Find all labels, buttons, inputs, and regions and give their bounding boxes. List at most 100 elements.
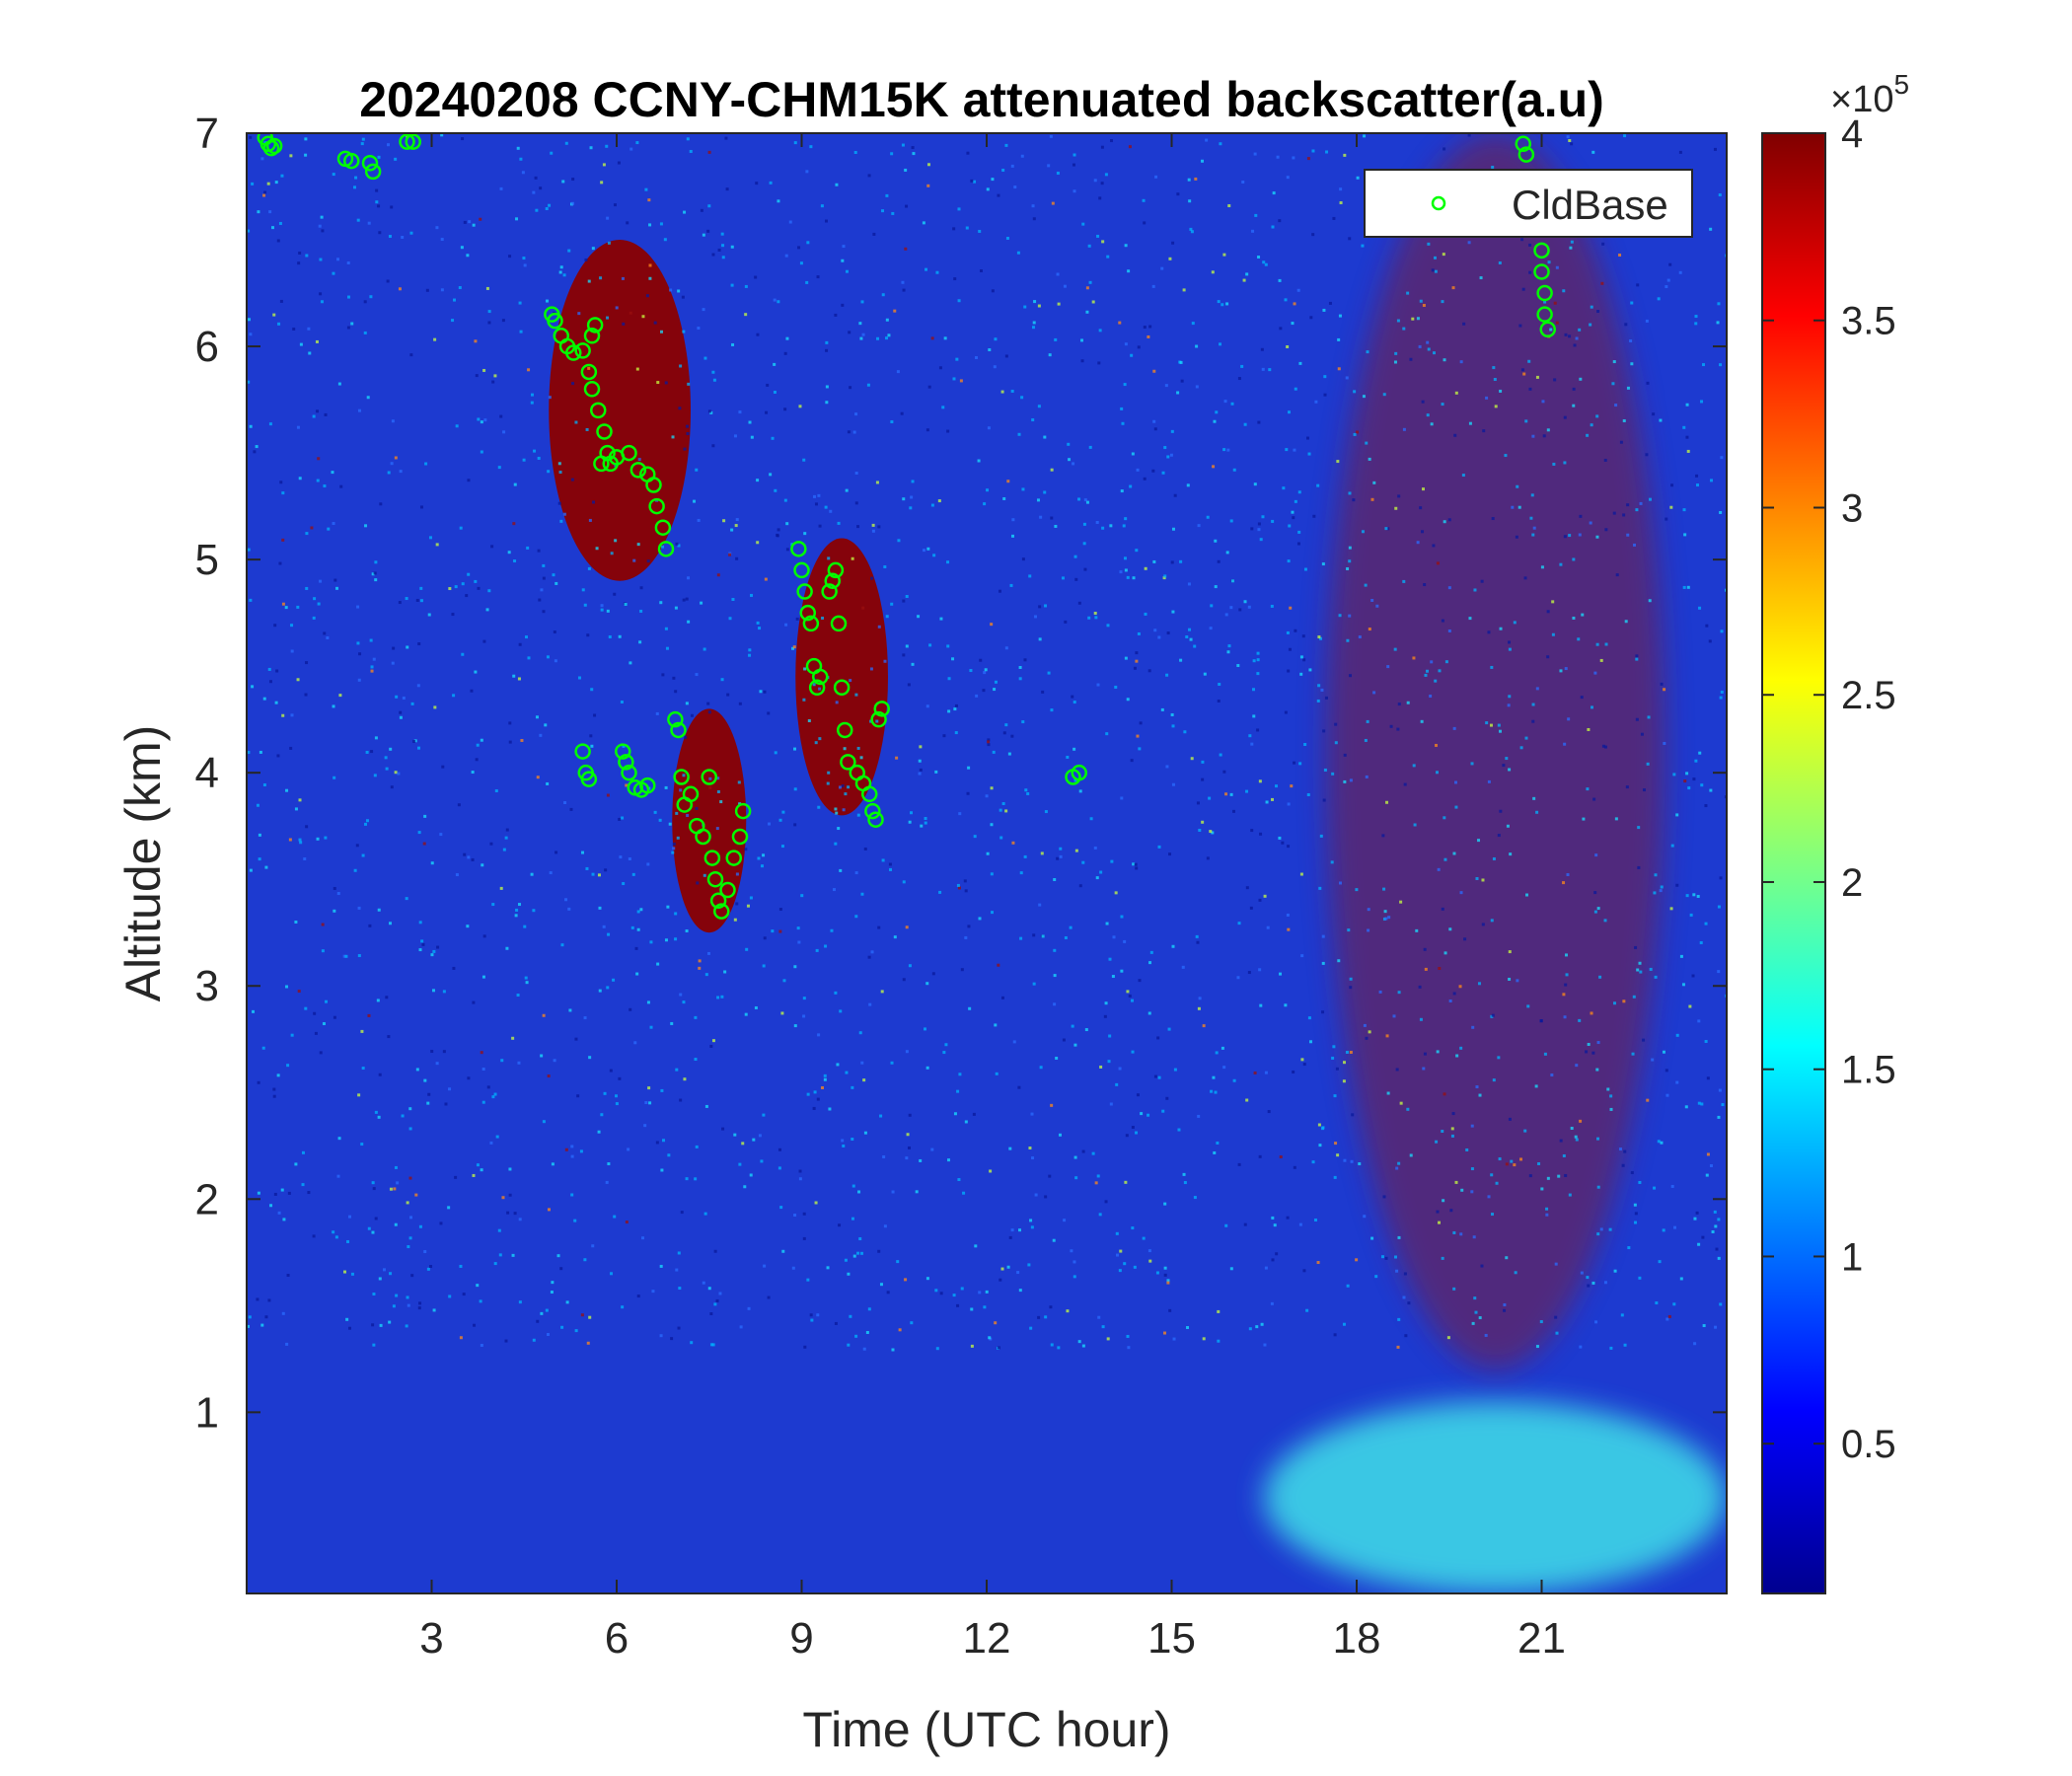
noise-pixel <box>1157 845 1161 849</box>
noise-pixel <box>459 526 463 530</box>
noise-pixel <box>1634 1221 1638 1224</box>
noise-pixel <box>1596 310 1600 314</box>
noise-pixel <box>613 592 617 596</box>
noise-pixel <box>1426 340 1430 344</box>
noise-pixel <box>1697 1019 1701 1023</box>
noise-pixel <box>756 541 760 545</box>
noise-pixel <box>1279 1155 1283 1159</box>
noise-pixel <box>407 1245 410 1249</box>
noise-pixel <box>608 635 612 639</box>
noise-pixel <box>901 143 905 147</box>
noise-pixel <box>555 581 558 585</box>
noise-pixel <box>1566 872 1570 876</box>
noise-pixel <box>963 879 967 883</box>
noise-pixel <box>880 990 884 994</box>
noise-pixel <box>1131 1226 1135 1230</box>
noise-pixel <box>1290 784 1294 788</box>
noise-pixel <box>1465 1147 1469 1151</box>
noise-pixel <box>918 759 922 763</box>
noise-pixel <box>902 497 906 501</box>
noise-pixel <box>664 785 668 789</box>
noise-pixel <box>1322 308 1326 312</box>
noise-pixel <box>825 385 829 389</box>
noise-pixel <box>687 576 691 580</box>
noise-pixel <box>708 785 712 789</box>
noise-pixel <box>508 255 512 259</box>
noise-pixel <box>1144 612 1147 616</box>
noise-pixel <box>1608 1227 1612 1231</box>
noise-pixel <box>987 426 991 430</box>
noise-pixel <box>1000 1267 1004 1271</box>
noise-pixel <box>262 697 266 701</box>
noise-pixel <box>773 362 777 366</box>
noise-pixel <box>1166 455 1170 459</box>
noise-pixel <box>1135 651 1139 655</box>
noise-pixel <box>795 617 799 621</box>
noise-pixel <box>1335 1067 1339 1071</box>
noise-pixel <box>991 289 995 293</box>
noise-pixel <box>926 547 930 551</box>
noise-pixel <box>734 524 738 528</box>
noise-pixel <box>1077 497 1081 501</box>
noise-pixel <box>1505 1162 1509 1166</box>
noise-pixel <box>1541 400 1545 404</box>
noise-pixel <box>1638 1180 1642 1184</box>
noise-pixel <box>598 989 602 993</box>
noise-pixel <box>364 524 368 528</box>
noise-pixel <box>619 855 623 859</box>
noise-pixel <box>1599 1227 1603 1231</box>
noise-pixel <box>675 542 679 546</box>
noise-pixel <box>1637 865 1641 869</box>
noise-pixel <box>1475 1085 1479 1089</box>
noise-pixel <box>1495 1181 1499 1185</box>
noise-pixel <box>1355 888 1359 892</box>
noise-pixel <box>545 299 549 303</box>
noise-pixel <box>756 621 760 625</box>
noise-pixel <box>764 577 768 581</box>
noise-pixel <box>1591 1051 1595 1055</box>
noise-pixel <box>1316 699 1320 703</box>
noise-pixel <box>1273 1223 1277 1227</box>
noise-pixel <box>627 1147 630 1151</box>
noise-pixel <box>1179 658 1183 662</box>
noise-pixel <box>1705 1173 1709 1177</box>
noise-pixel <box>1037 304 1041 308</box>
noise-pixel <box>428 536 432 540</box>
noise-pixel <box>1126 1334 1130 1338</box>
noise-pixel <box>700 208 703 212</box>
noise-pixel <box>1183 1181 1187 1185</box>
noise-pixel <box>925 982 929 986</box>
noise-pixel <box>1222 1066 1226 1070</box>
noise-pixel <box>1334 741 1338 745</box>
cldbase-point <box>713 903 730 920</box>
noise-pixel <box>1718 1088 1722 1092</box>
noise-pixel <box>966 151 970 155</box>
noise-pixel <box>530 393 534 397</box>
noise-pixel <box>1163 1202 1167 1206</box>
noise-pixel <box>624 602 628 606</box>
noise-pixel <box>370 665 374 669</box>
noise-pixel <box>1173 1068 1177 1072</box>
noise-pixel <box>869 667 873 671</box>
noise-pixel <box>1348 491 1352 495</box>
noise-pixel <box>1490 665 1494 669</box>
noise-pixel <box>1365 1036 1369 1040</box>
noise-pixel <box>904 168 908 172</box>
noise-pixel <box>978 917 982 921</box>
noise-pixel <box>1032 217 1036 221</box>
noise-pixel <box>932 554 936 557</box>
noise-pixel <box>938 366 942 370</box>
noise-pixel <box>487 589 491 593</box>
noise-pixel <box>849 1314 852 1318</box>
noise-pixel <box>938 890 942 894</box>
noise-pixel <box>467 1076 471 1080</box>
noise-pixel <box>744 848 748 851</box>
noise-pixel <box>773 298 777 302</box>
noise-pixel <box>281 602 285 606</box>
noise-pixel <box>1365 775 1369 778</box>
noise-pixel <box>1634 1212 1638 1216</box>
noise-pixel <box>518 642 522 646</box>
noise-pixel <box>1023 854 1027 858</box>
noise-pixel <box>1575 1138 1579 1142</box>
noise-pixel <box>647 198 651 202</box>
